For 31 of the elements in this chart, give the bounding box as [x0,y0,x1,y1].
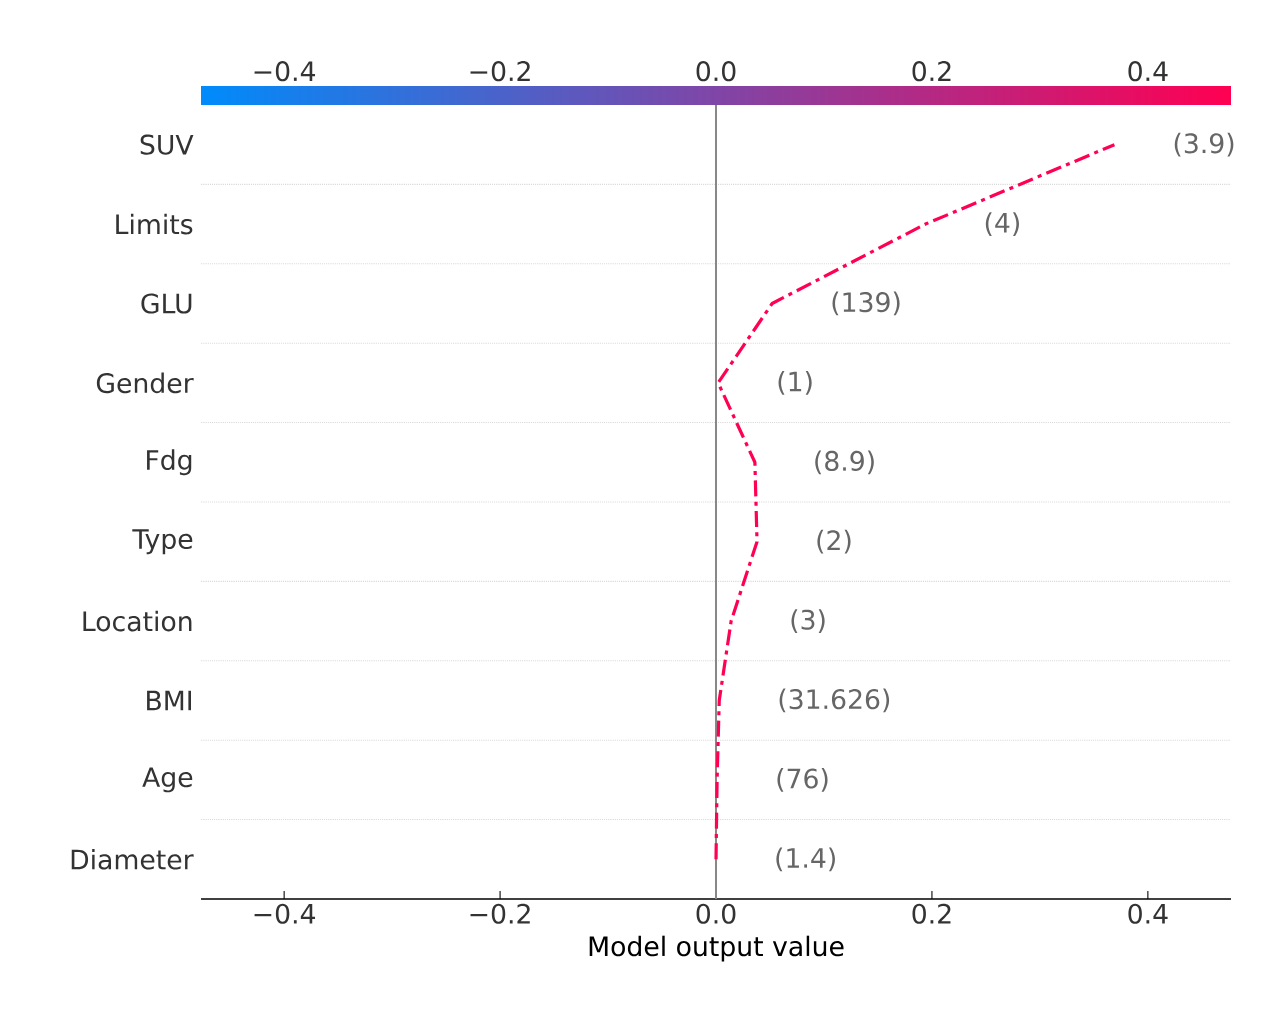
annotation: (4) [985,212,1019,236]
x-tick-label: 0.0 [696,903,736,924]
x2-tick-label: −0.2 [470,61,530,82]
x2-tick-label: 0.4 [1128,61,1168,82]
y-tick-label: Type [132,529,193,555]
y-tick-label: Gender [96,372,194,394]
x-axis-title: Model output value [589,935,844,962]
y-tick-label: SUV [140,134,194,155]
y-tick-label: Diameter [71,848,194,870]
y-tick-label: Limits [116,213,193,235]
x2-tick-label: 0.2 [912,61,951,82]
x-tick-label: 0.2 [912,903,951,924]
annotation: (3) [791,609,825,633]
x2-tick-label: −0.4 [254,61,316,82]
annotation: (1.4) [776,847,835,872]
x-tick-label: −0.4 [254,903,316,924]
annotation: (2) [817,529,851,554]
y-tick-label: GLU [141,293,192,314]
y-tick-label: BMI [147,690,192,711]
annotation: (139) [832,291,900,316]
y-tick-label: Location [83,610,192,632]
annotation: (1) [778,371,812,395]
x-tick-label: 0.4 [1128,903,1168,924]
x-tick-label: −0.2 [470,903,530,924]
y-tick-label: Age [142,767,193,793]
y-tick-label: Fdg [147,449,192,476]
annotation: (31.626) [779,688,890,713]
annotation: (76) [777,768,828,792]
x2-tick-label: 0.0 [696,61,736,82]
annotation: (3.9) [1174,132,1234,157]
annotation: (8.9) [815,450,874,475]
